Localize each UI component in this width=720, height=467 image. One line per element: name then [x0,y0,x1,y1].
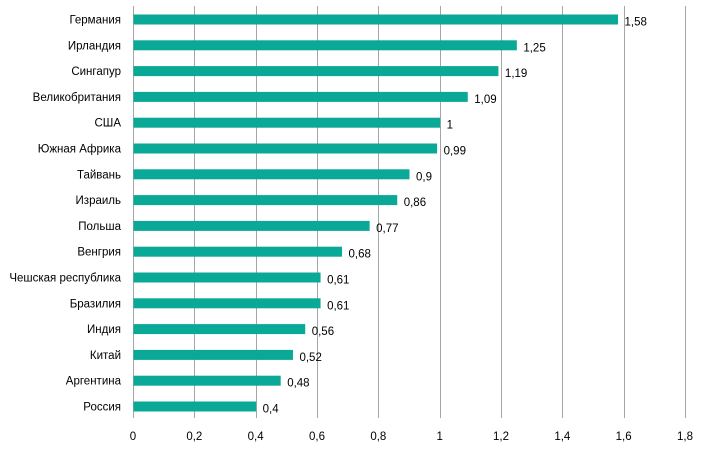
x-tick-label: 1 [436,431,442,443]
data-label: 1,19 [505,68,527,80]
bar [133,195,398,206]
bar [133,220,370,231]
x-tick-label: 1,4 [554,431,571,443]
category-label: Южная Африка [38,144,122,156]
bar [133,169,410,180]
bar [133,272,321,283]
data-label: 1,58 [625,17,647,29]
bar [133,324,306,335]
x-tick-label: 0 [130,431,136,443]
bar [133,143,438,154]
x-tick-label: 1,8 [677,431,693,443]
category-label: Польша [78,221,121,233]
data-label: 0,48 [287,378,309,390]
bar [133,401,257,412]
bar [133,14,619,25]
x-tick-label: 1,2 [493,431,509,443]
category-label: Чешская республика [9,273,121,285]
category-label: Венгрия [77,247,121,259]
category-label: Аргентина [66,376,122,388]
data-label: 1 [447,120,453,132]
data-label: 0,61 [327,300,349,312]
x-tick-label: 0,2 [186,431,202,443]
bar [133,40,517,51]
data-label: 0,4 [263,404,280,416]
x-tick-label: 0,4 [248,431,265,443]
data-label: 0,61 [327,275,349,287]
data-label: 0,56 [312,326,334,338]
data-label: 0,77 [376,223,398,235]
category-label: Бразилия [70,298,121,310]
category-label: Индия [87,324,121,336]
data-label: 0,52 [299,352,321,364]
category-label: Великобритания [33,92,121,104]
bars [133,14,619,412]
value-labels: 1,58 1,25 1,19 1,09 1 0,99 0,9 0,86 0,77 0,68 0,61… [263,17,647,416]
bar [133,66,499,77]
bar [133,117,441,128]
bar [133,91,468,102]
data-label: 0,86 [404,197,426,209]
data-label: 1,25 [523,42,545,54]
category-label: Тайвань [77,169,121,181]
data-label: 0,9 [416,171,432,183]
bar [133,375,281,386]
x-tick-label: 1,6 [616,431,632,443]
data-label: 1,09 [474,94,496,106]
bar [133,246,343,257]
x-tick-label: 0,6 [309,431,325,443]
x-tick-label: 0,8 [370,431,386,443]
x-axis-tick-labels: 0 0,2 0,4 0,6 0,8 1 1,2 1,4 1,6 1,8 [130,431,693,443]
category-labels: Германия Ирландия Сингапур Великобритания СШ… [9,15,121,414]
bar [133,298,321,309]
category-label: Россия [83,402,121,414]
category-label: Сингапур [71,66,121,78]
category-label: Ирландия [68,40,121,52]
category-label: Израиль [76,195,121,207]
data-label: 0,99 [444,146,466,158]
data-label: 0,68 [349,249,371,261]
category-label: Германия [69,15,121,27]
category-label: Китай [90,350,121,362]
bar [133,349,293,360]
category-label: США [94,118,121,130]
